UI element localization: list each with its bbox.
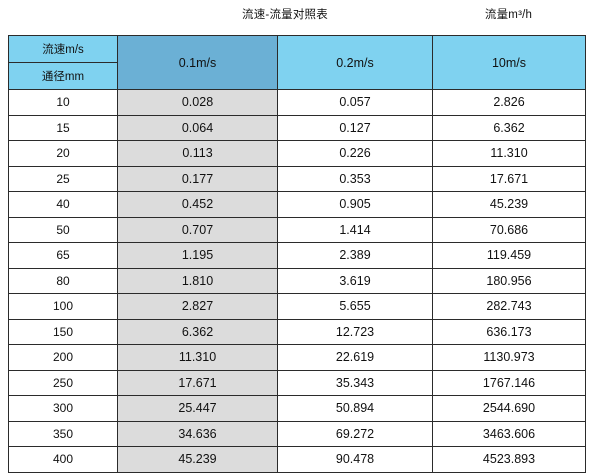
cell-v-10: 6.362 <box>432 114 586 141</box>
cell-v-0.1: 6.362 <box>117 318 278 345</box>
header-row-top: 流速m/s 0.1m/s 0.2m/s 10m/s <box>8 35 586 90</box>
header-row-bottom: 通径mm <box>8 62 586 90</box>
cell-v-0.2: 0.353 <box>277 165 433 192</box>
table-row: 150 6.362 12.723 636.173 <box>8 318 586 345</box>
cell-dn: 25 <box>8 165 118 192</box>
cell-v-0.2: 50.894 <box>277 395 433 422</box>
cell-v-0.1: 34.636 <box>117 420 278 447</box>
cell-dn: 80 <box>8 267 118 294</box>
cell-v-0.2: 0.226 <box>277 140 433 167</box>
cell-dn: 250 <box>8 369 118 396</box>
cell-v-10: 17.671 <box>432 165 586 192</box>
cell-v-0.1: 45.239 <box>117 446 278 473</box>
cell-v-0.1: 0.113 <box>117 140 278 167</box>
cell-v-0.1: 0.707 <box>117 216 278 243</box>
cell-dn: 400 <box>8 446 118 473</box>
table-row: 25 0.177 0.353 17.671 <box>8 165 586 192</box>
cell-dn: 50 <box>8 216 118 243</box>
cell-v-0.1: 1.810 <box>117 267 278 294</box>
cell-v-10: 1767.146 <box>432 369 586 396</box>
column-header-2: 10m/s <box>432 35 586 90</box>
table-row: 20 0.113 0.226 11.310 <box>8 140 586 167</box>
cell-v-10: 636.173 <box>432 318 586 345</box>
cell-v-0.2: 1.414 <box>277 216 433 243</box>
cell-v-0.2: 22.619 <box>277 344 433 371</box>
cell-v-0.2: 35.343 <box>277 369 433 396</box>
cell-dn: 40 <box>8 191 118 218</box>
cell-v-10: 11.310 <box>432 140 586 167</box>
cell-v-0.2: 90.478 <box>277 446 433 473</box>
cell-v-10: 2.826 <box>432 89 586 116</box>
cell-dn: 20 <box>8 140 118 167</box>
cell-v-0.1: 0.452 <box>117 191 278 218</box>
cell-v-10: 45.239 <box>432 191 586 218</box>
titles-row: 流速-流量对照表 流量m³/h <box>0 0 600 33</box>
cell-v-0.2: 0.905 <box>277 191 433 218</box>
cell-v-0.2: 0.127 <box>277 114 433 141</box>
table-row: 250 17.671 35.343 1767.146 <box>8 369 586 396</box>
cell-v-0.2: 5.655 <box>277 293 433 320</box>
cell-v-10: 119.459 <box>432 242 586 269</box>
table-body: 10 0.028 0.057 2.826 15 0.064 0.127 6.36… <box>8 89 586 473</box>
corner-velocity-label: 流速m/s <box>8 35 118 63</box>
cell-v-10: 1130.973 <box>432 344 586 371</box>
conversion-table: 流速m/s 0.1m/s 0.2m/s 10m/s 通径mm 10 0.028 … <box>8 35 586 473</box>
cell-v-10: 70.686 <box>432 216 586 243</box>
column-header-1: 0.2m/s <box>277 35 433 90</box>
cell-dn: 150 <box>8 318 118 345</box>
cell-v-0.1: 17.671 <box>117 369 278 396</box>
cell-v-0.1: 0.028 <box>117 89 278 116</box>
table-row: 350 34.636 69.272 3463.606 <box>8 420 586 447</box>
cell-dn: 200 <box>8 344 118 371</box>
corner-diameter-label: 通径mm <box>8 62 118 90</box>
table-row: 400 45.239 90.478 4523.893 <box>8 446 586 473</box>
table-row: 10 0.028 0.057 2.826 <box>8 89 586 116</box>
table-row: 200 11.310 22.619 1130.973 <box>8 344 586 371</box>
cell-v-0.1: 0.064 <box>117 114 278 141</box>
table-header: 流速m/s 0.1m/s 0.2m/s 10m/s 通径mm <box>8 35 586 90</box>
cell-v-0.1: 25.447 <box>117 395 278 422</box>
flow-unit-label: 流量m³/h <box>484 9 533 21</box>
cell-dn: 350 <box>8 420 118 447</box>
cell-v-0.1: 2.827 <box>117 293 278 320</box>
cell-dn: 15 <box>8 114 118 141</box>
column-header-0: 0.1m/s <box>117 35 278 90</box>
table-row: 40 0.452 0.905 45.239 <box>8 191 586 218</box>
cell-v-10: 282.743 <box>432 293 586 320</box>
chart-title: 流速-流量对照表 <box>242 9 328 21</box>
cell-dn: 100 <box>8 293 118 320</box>
cell-v-0.2: 0.057 <box>277 89 433 116</box>
cell-v-10: 3463.606 <box>432 420 586 447</box>
table-row: 80 1.810 3.619 180.956 <box>8 267 586 294</box>
table-row: 15 0.064 0.127 6.362 <box>8 114 586 141</box>
cell-v-0.2: 2.389 <box>277 242 433 269</box>
cell-v-0.2: 69.272 <box>277 420 433 447</box>
cell-dn: 300 <box>8 395 118 422</box>
cell-v-10: 180.956 <box>432 267 586 294</box>
table-row: 300 25.447 50.894 2544.690 <box>8 395 586 422</box>
table-row: 50 0.707 1.414 70.686 <box>8 216 586 243</box>
table-row: 100 2.827 5.655 282.743 <box>8 293 586 320</box>
cell-v-0.1: 1.195 <box>117 242 278 269</box>
cell-v-0.2: 3.619 <box>277 267 433 294</box>
cell-v-10: 4523.893 <box>432 446 586 473</box>
conversion-table-container: 流速m/s 0.1m/s 0.2m/s 10m/s 通径mm 10 0.028 … <box>8 35 586 473</box>
cell-dn: 10 <box>8 89 118 116</box>
cell-dn: 65 <box>8 242 118 269</box>
cell-v-10: 2544.690 <box>432 395 586 422</box>
cell-v-0.1: 11.310 <box>117 344 278 371</box>
cell-v-0.1: 0.177 <box>117 165 278 192</box>
table-row: 65 1.195 2.389 119.459 <box>8 242 586 269</box>
cell-v-0.2: 12.723 <box>277 318 433 345</box>
